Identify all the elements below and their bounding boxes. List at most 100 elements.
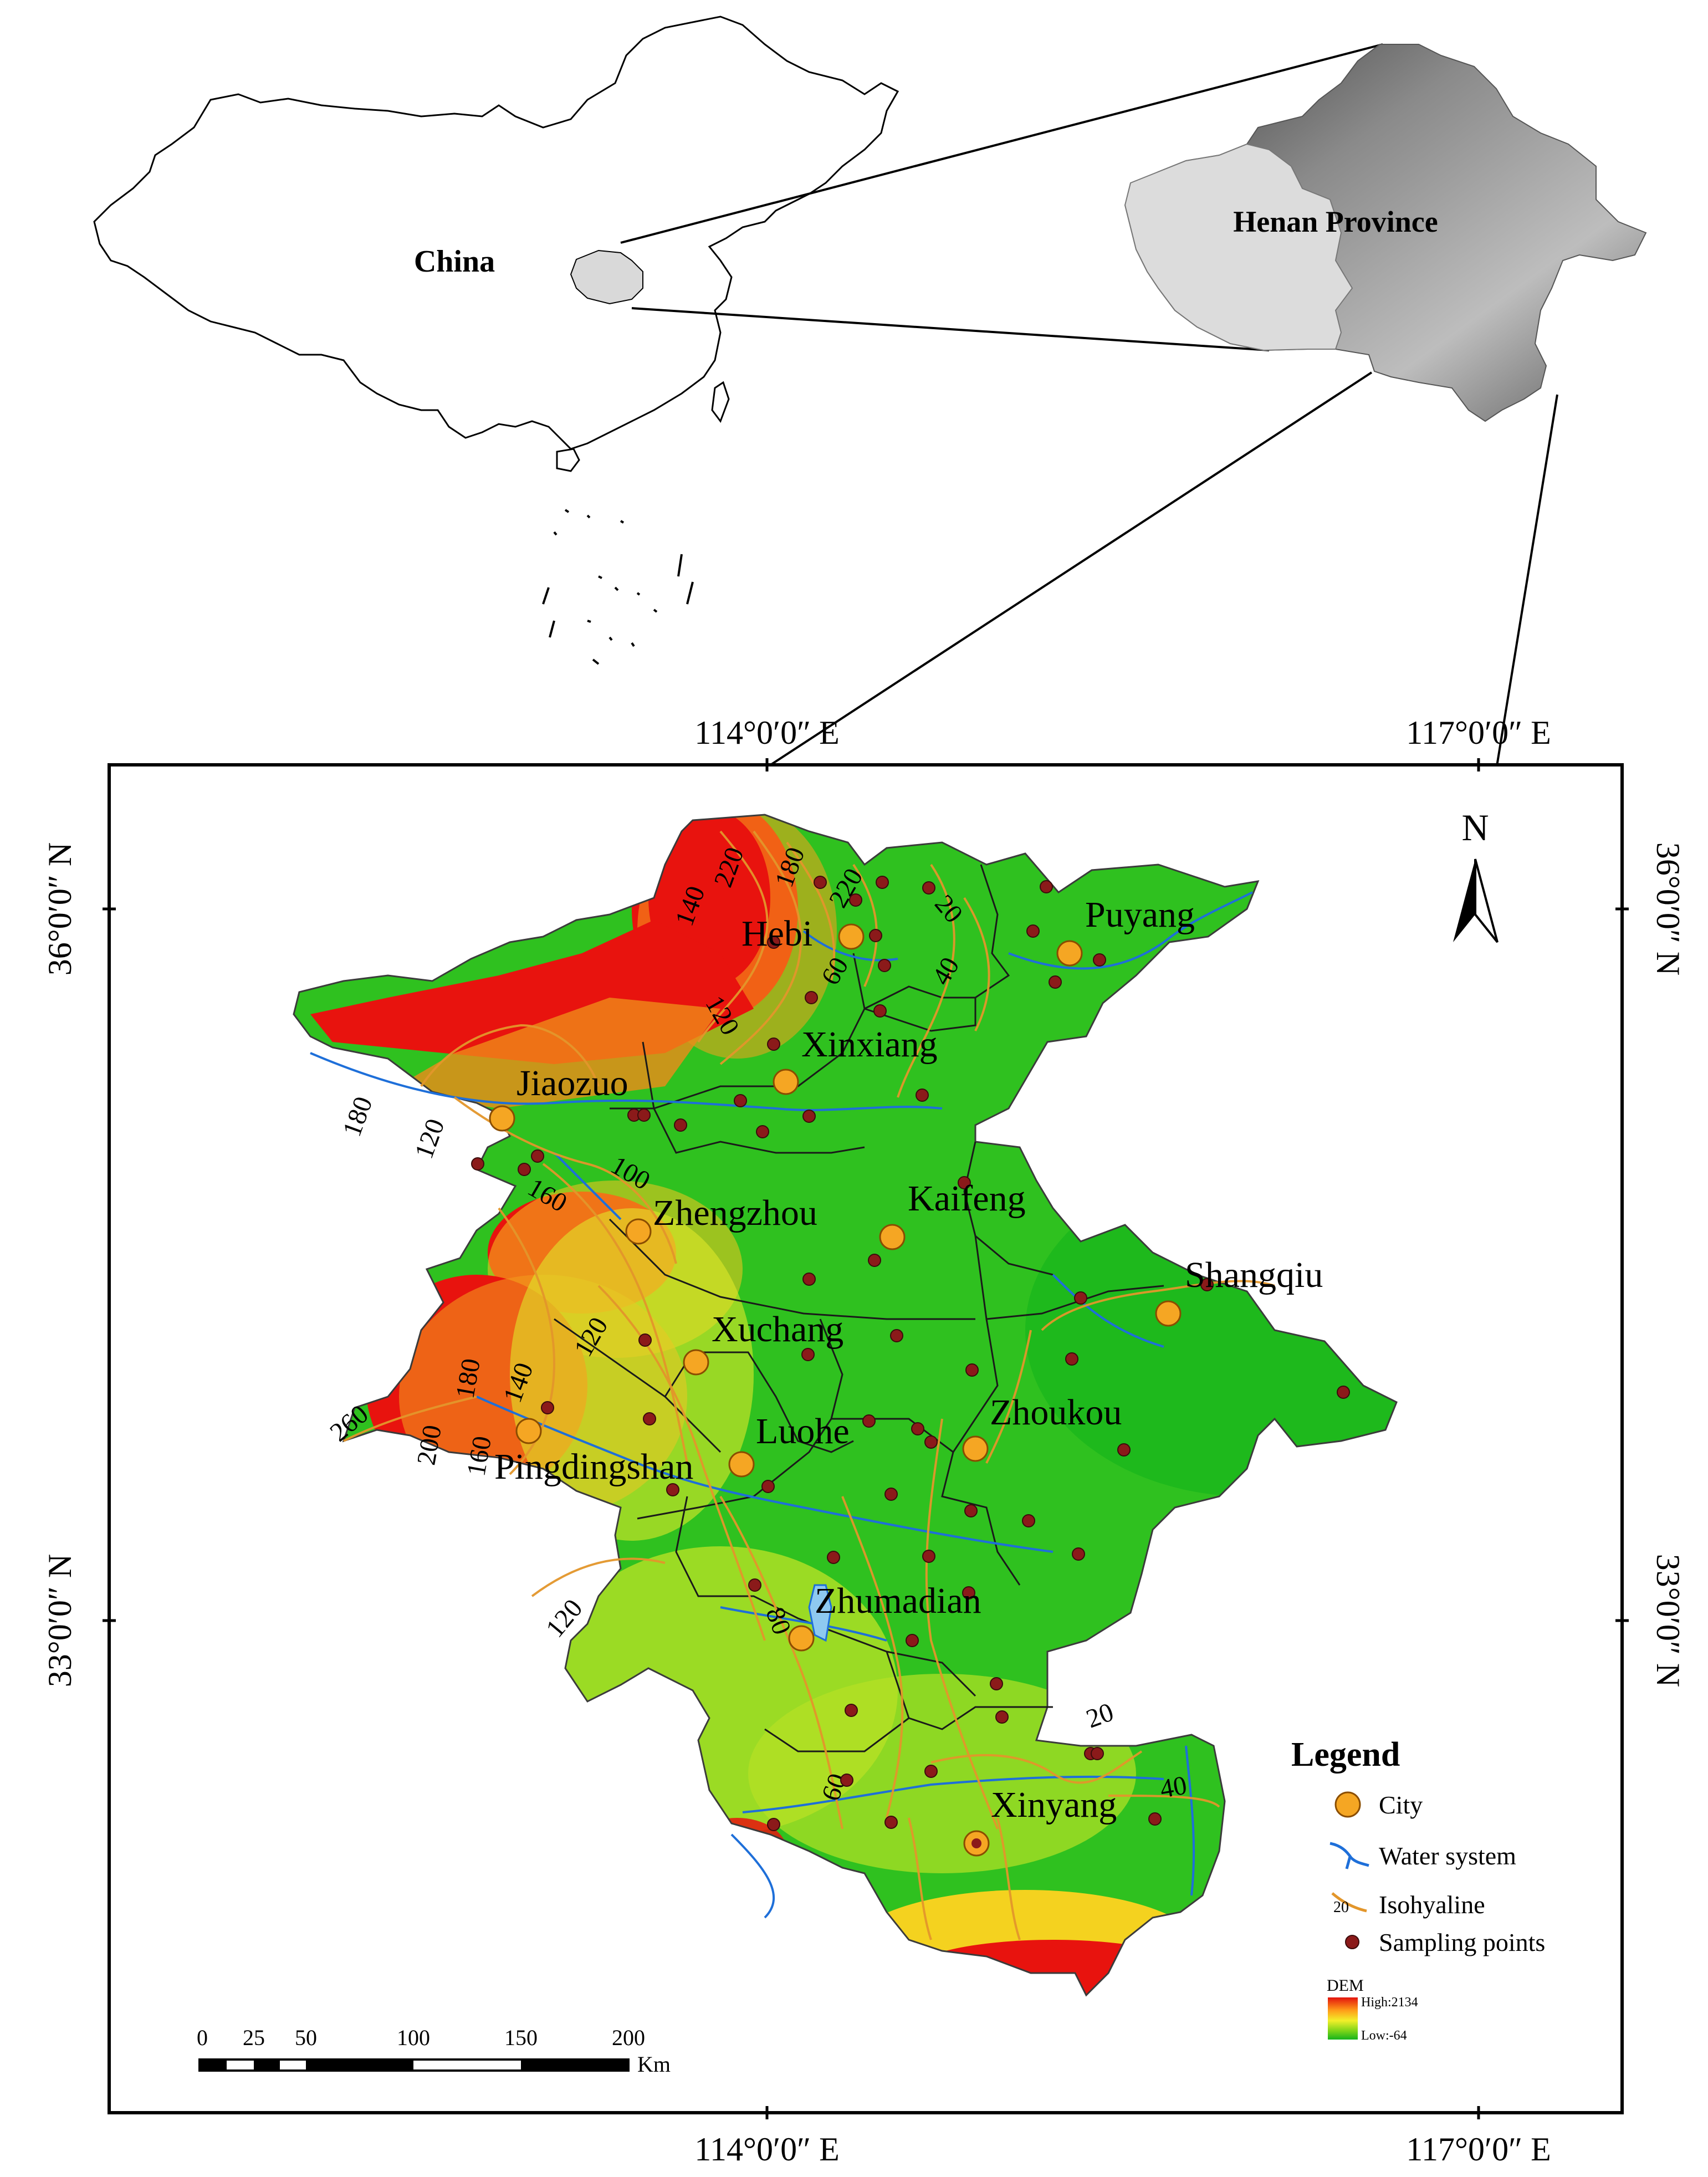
lat-label-right-33: 33°0′0″ N — [1650, 1554, 1686, 1687]
city-marker-zhengzhou[interactable] — [625, 1218, 652, 1245]
city-marker-kaifeng[interactable] — [879, 1224, 906, 1250]
city-label-luohe: Luohe — [756, 1411, 850, 1452]
sampling-point — [862, 1414, 876, 1428]
north-arrow-left-half — [1453, 859, 1475, 942]
sampling-point — [531, 1149, 544, 1163]
sampling-point — [802, 1110, 816, 1123]
south-yellow-band-2 — [748, 1674, 1136, 1873]
sampling-point — [1026, 924, 1040, 938]
china-inset: China — [93, 16, 1383, 665]
city-label-zhumadian: Zhumadian — [815, 1581, 981, 1621]
frame-ticks — [103, 758, 1629, 2119]
isohyet-label: 40 — [1158, 1770, 1189, 1804]
sampling-point — [767, 936, 780, 949]
sampling-point — [884, 1488, 898, 1501]
sampling-point — [906, 1634, 919, 1647]
sampling-point — [734, 1094, 747, 1107]
sampling-legend-icon — [1345, 1935, 1359, 1949]
water-system — [310, 891, 1253, 1919]
sampling-point — [748, 1578, 761, 1592]
sampling-point — [878, 959, 891, 972]
legend-item-label: Isohyaline — [1379, 1890, 1485, 1919]
sampling-point — [962, 1586, 975, 1599]
city-label-kaifeng: Kaifeng — [908, 1178, 1026, 1219]
sampling-point — [643, 1412, 656, 1425]
isohyet-label: 160 — [461, 1434, 497, 1478]
sampling-point — [924, 1765, 938, 1778]
south-china-sea-islands — [542, 509, 694, 665]
city-label-xuchang: Xuchang — [712, 1309, 843, 1350]
sampling-point — [849, 893, 862, 907]
city-marker-xinxiang[interactable] — [773, 1069, 799, 1095]
isohyet-label: 200 — [411, 1423, 447, 1467]
zoom-line — [620, 43, 1383, 244]
sampling-point — [873, 1004, 887, 1018]
scale-tick-label: 0 — [197, 2025, 208, 2050]
sampling-point — [1117, 1443, 1131, 1457]
hainan-island — [556, 448, 580, 472]
sampling-point — [1200, 1278, 1214, 1291]
city-marker-hebi[interactable] — [838, 923, 865, 950]
lon-label-bottom-114: 114°0′0″ E — [694, 2131, 840, 2168]
city-marker-jiaozuo[interactable] — [489, 1105, 515, 1132]
scale-tick-label: 150 — [504, 2025, 538, 2050]
city-marker-pingdingshan[interactable] — [515, 1418, 542, 1444]
north-arrow-label: N — [1461, 806, 1489, 849]
legend-item-label: Water system — [1379, 1842, 1516, 1870]
sampling-point — [767, 1818, 780, 1831]
sampling-point — [995, 1710, 1009, 1724]
henan-inset-shape — [570, 249, 643, 305]
lon-label-bottom-117: 117°0′0″ E — [1406, 2131, 1551, 2168]
china-outline — [93, 16, 899, 450]
sampling-point — [911, 1422, 924, 1435]
sampling-point — [827, 1551, 840, 1564]
sampling-point — [1093, 953, 1106, 967]
city-label-zhoukou: Zhoukou — [990, 1392, 1122, 1433]
city-label-puyang: Puyang — [1085, 895, 1195, 935]
lat-label-left-33: 33°0′0″ N — [42, 1554, 78, 1687]
henan-west-plain-shape — [1124, 143, 1353, 351]
sampling-point — [890, 1329, 903, 1342]
sampling-point — [884, 1816, 898, 1829]
scale-tick-label: 25 — [243, 2025, 265, 2050]
sampling-point — [922, 1550, 935, 1563]
legend-title: Legend — [1291, 1736, 1400, 1774]
scale-bar: 0 25 50 100 150 200 Km — [197, 2025, 671, 2077]
henan-outline — [293, 814, 1398, 1997]
legend: Legend City Water system 20 Isohyaline S… — [1291, 1736, 1545, 2043]
sampling-point — [1074, 1291, 1087, 1305]
dem-color-ramp — [1328, 1997, 1358, 2040]
city-label-hebi: Hebi — [742, 913, 812, 954]
isohyet-icon — [1331, 1892, 1367, 1913]
suya-lake — [808, 1584, 832, 1642]
city-marker-puyang[interactable] — [1056, 940, 1083, 967]
taihang-relief-fade — [388, 998, 720, 1108]
city-label-jiaozuo: Jiaozuo — [517, 1063, 628, 1103]
henan-dem-map: 220 180 140 120 60 20 40 180 120 100 160… — [293, 814, 1398, 1997]
city-legend-icon — [1334, 1791, 1361, 1818]
sampling-point — [1049, 975, 1062, 989]
lat-label-right-36: 36°0′0″ N — [1650, 842, 1686, 975]
lon-label-top-117: 117°0′0″ E — [1406, 714, 1551, 751]
city-marker-shangqiu[interactable] — [1155, 1300, 1182, 1327]
scale-unit: Km — [637, 2052, 671, 2077]
scale-bar-ticks: 0 25 50 100 150 200 — [197, 2025, 645, 2050]
dem-title: DEM — [1327, 1976, 1364, 1995]
city-marker-luohe[interactable] — [728, 1451, 755, 1478]
sampling-point — [1065, 1352, 1078, 1366]
city-marker-xuchang[interactable] — [683, 1349, 709, 1376]
sampling-point — [868, 1254, 881, 1267]
city-marker-zhoukou[interactable] — [962, 1435, 989, 1462]
legend-item-label: Sampling points — [1379, 1928, 1545, 1956]
sampling-point — [541, 1401, 554, 1414]
sampling-point — [1148, 1812, 1162, 1826]
sampling-point — [916, 1088, 929, 1102]
city-marker-zhumadian[interactable] — [788, 1625, 815, 1652]
sampling-point — [638, 1333, 652, 1347]
isohyet-lines — [343, 830, 1275, 1940]
sampling-point — [869, 929, 882, 942]
sampling-point — [761, 1480, 775, 1493]
zoom-line — [631, 307, 1270, 351]
dem-low-label: Low:-64 — [1361, 2028, 1407, 2043]
sampling-point — [674, 1118, 687, 1132]
